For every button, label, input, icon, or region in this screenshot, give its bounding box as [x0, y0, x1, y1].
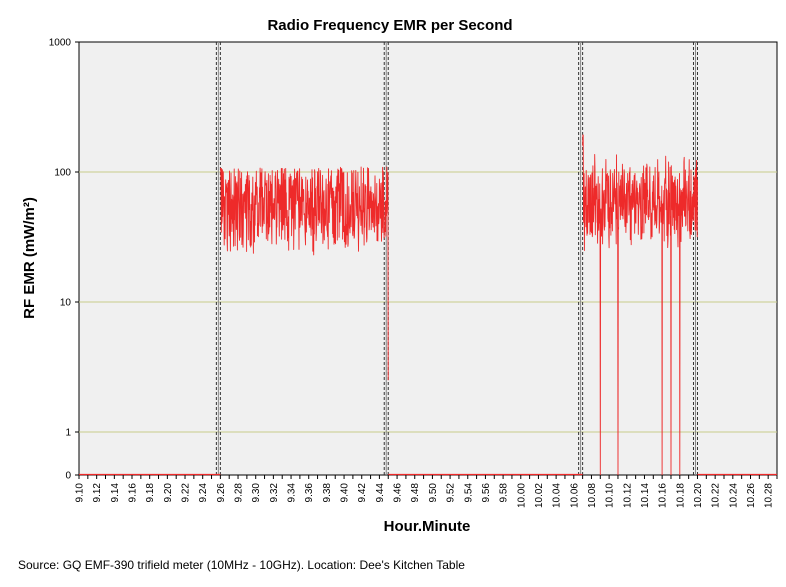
plot-area — [78, 41, 778, 476]
x-tick-label: 9.42 — [357, 483, 368, 503]
x-tick-label: 9.30 — [251, 483, 262, 503]
x-tick-label: 9.16 — [128, 483, 139, 503]
x-tick-label: 9.22 — [181, 483, 192, 503]
x-tick-label: 10.14 — [640, 483, 651, 508]
x-tick-label: 9.46 — [393, 483, 404, 503]
gridlines — [79, 171, 777, 433]
y-tick-label: 1 — [65, 428, 71, 439]
x-tick-label: 10.24 — [728, 483, 739, 508]
source-note: Source: GQ EMF-390 trifield meter (10MHz… — [18, 558, 465, 572]
x-tick-label: 9.10 — [75, 483, 86, 503]
x-tick-label: 10.08 — [587, 483, 598, 508]
x-tick-label: 9.32 — [269, 483, 280, 503]
y-axis-ticks: 0 1 10 100 1000 — [49, 38, 79, 482]
x-tick-label: 9.52 — [446, 483, 457, 503]
x-tick-label: 10.00 — [516, 483, 527, 508]
x-tick-label: 9.56 — [481, 483, 492, 503]
reference-lines — [215, 42, 698, 475]
x-tick-label: 9.24 — [198, 483, 209, 503]
x-tick-label: 9.50 — [428, 483, 439, 503]
x-tick-label: 10.06 — [569, 483, 580, 508]
x-tick-label: 10.12 — [622, 483, 633, 508]
x-tick-label: 9.48 — [410, 483, 421, 503]
x-tick-label: 10.26 — [746, 483, 757, 508]
x-tick-label: 9.36 — [304, 483, 315, 503]
x-tick-label: 10.28 — [764, 483, 775, 508]
x-tick-label: 9.18 — [145, 483, 156, 503]
y-axis-label: RF EMR (mW/m²) — [21, 197, 38, 319]
x-tick-label: 9.40 — [340, 483, 351, 503]
y-tick-label: 100 — [54, 168, 71, 179]
x-tick-label: 9.54 — [463, 483, 474, 503]
x-tick-label: 9.26 — [216, 483, 227, 503]
x-tick-label: 9.58 — [499, 483, 510, 503]
y-tick-label: 10 — [60, 298, 72, 309]
x-tick-label: 9.38 — [322, 483, 333, 503]
x-tick-label: 9.44 — [375, 483, 386, 503]
series-line-active — [582, 134, 698, 476]
x-tick-label: 10.18 — [675, 483, 686, 508]
x-tick-label: 10.10 — [605, 483, 616, 508]
x-axis-ticks: 9.10 9.12 9.14 9.16 9.18 9.20 9.22 9.24 9.26 9.28… — [75, 475, 778, 508]
x-tick-label: 9.12 — [92, 483, 103, 503]
x-tick-label: 10.02 — [534, 483, 545, 508]
x-tick-label: 10.20 — [693, 483, 704, 508]
x-tick-label: 9.20 — [163, 483, 174, 503]
series-line-active — [219, 166, 389, 381]
x-tick-label: 10.22 — [711, 483, 722, 508]
x-axis-label: Hour.Minute — [384, 518, 471, 535]
x-tick-label: 9.28 — [234, 483, 245, 503]
x-tick-label: 10.16 — [658, 483, 669, 508]
series-rf-emr — [79, 134, 777, 476]
chart-title: Radio Frequency EMR per Second — [267, 17, 512, 34]
y-tick-label: 1000 — [49, 38, 72, 49]
y-tick-label: 0 — [65, 471, 71, 482]
x-tick-label: 10.04 — [552, 483, 563, 508]
x-tick-label: 9.14 — [110, 483, 121, 503]
x-tick-label: 9.34 — [287, 483, 298, 503]
